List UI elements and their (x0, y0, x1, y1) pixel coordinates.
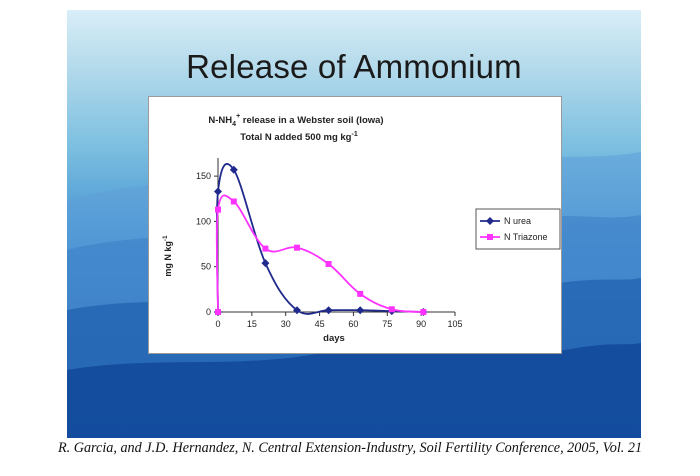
data-point-square (294, 244, 300, 251)
data-point-square (357, 290, 364, 297)
legend-marker-square (487, 234, 493, 240)
y-tick-label: 0 (206, 307, 211, 317)
x-tick-label: 75 (382, 319, 392, 329)
citation: R. Garcia, and J.D. Hernandez, N. Centra… (57, 440, 643, 456)
legend-box (475, 208, 561, 250)
y-axis-label-main: mg N kg (163, 241, 173, 277)
slide-title: Release of Ammonium (186, 48, 522, 85)
chart-panel: N-NH4+ release in a Webster soil (Iowa) … (148, 96, 562, 354)
chart-title-line1: N-NH4+ release in a Webster soil (Iowa) (208, 113, 383, 128)
chart-title-rest: release in a Webster soil (Iowa) (240, 115, 383, 126)
x-tick-label: 0 (215, 319, 220, 329)
y-tick-label: 150 (196, 171, 211, 181)
data-point-square (215, 206, 221, 213)
x-tick-label: 45 (315, 319, 325, 329)
data-point-square (325, 260, 332, 267)
series-line-1 (215, 194, 424, 313)
legend-label: N urea (504, 216, 531, 226)
chart-title-line2: Total N added 500 mg kg-1 (240, 131, 358, 143)
x-tick-label: 105 (447, 319, 462, 329)
line-chart: N-NH4+ release in a Webster soil (Iowa) … (162, 113, 561, 344)
data-point-diamond (324, 306, 333, 315)
data-point-square (230, 198, 237, 205)
chart-series (214, 163, 428, 316)
y-axis-label: mg N kg-1 (162, 235, 173, 277)
data-point-diamond (293, 306, 301, 315)
chart-legend: N urea N Triazone (475, 208, 561, 250)
x-tick-label: 15 (247, 319, 257, 329)
series-line-0 (215, 163, 424, 315)
data-point-square (420, 309, 427, 315)
data-point-square (262, 245, 269, 252)
x-axis-label: days (323, 333, 345, 344)
chart-title-main: N-NH (208, 115, 232, 126)
data-point-square (388, 306, 395, 313)
presentation-slide: Release of Ammonium N-NH4+ release in a … (67, 10, 641, 438)
data-point-diamond (214, 187, 222, 196)
data-point-diamond (261, 259, 270, 268)
x-tick-label: 30 (281, 319, 291, 329)
y-tick-label: 50 (201, 262, 211, 272)
chart-axes: 0 15 30 45 60 75 90 105 0 50 100 150 (196, 158, 463, 329)
y-axis-label-sup: -1 (162, 235, 169, 241)
x-tick-label: 60 (348, 319, 358, 329)
x-tick-label: 90 (416, 319, 426, 329)
legend-marker-diamond (486, 217, 494, 225)
chart-subtitle: Total N added 500 mg kg (240, 132, 351, 143)
chart-title-sup: + (236, 113, 240, 120)
legend-label: N Triazone (504, 232, 548, 242)
data-point-diamond (229, 165, 238, 174)
chart-title-sub: 4 (232, 121, 236, 128)
data-point-diamond (356, 306, 365, 315)
chart-subtitle-sup: -1 (351, 131, 357, 138)
y-tick-label: 100 (196, 216, 211, 226)
data-point-square (215, 309, 221, 315)
